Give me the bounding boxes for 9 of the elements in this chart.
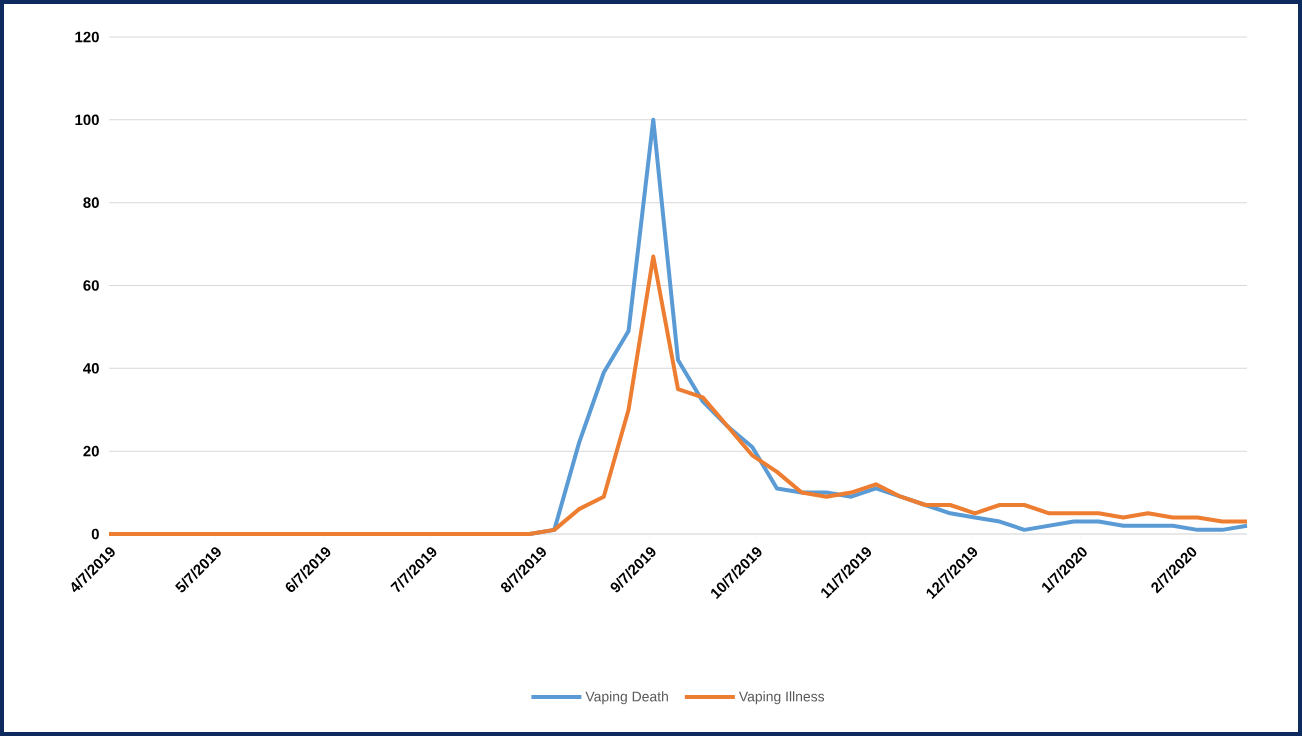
- y-tick-label: 60: [83, 280, 99, 291]
- legend-label: Vaping Death: [585, 691, 668, 705]
- y-tick-label: 40: [83, 363, 99, 374]
- y-tick-label: 120: [75, 31, 99, 43]
- y-tick-label: 0: [91, 528, 99, 540]
- y-tick-label: 80: [83, 197, 99, 208]
- legend-label: Vaping Illness: [738, 691, 825, 705]
- y-tick-label: 20: [83, 445, 99, 457]
- y-tick-label: 100: [75, 114, 99, 126]
